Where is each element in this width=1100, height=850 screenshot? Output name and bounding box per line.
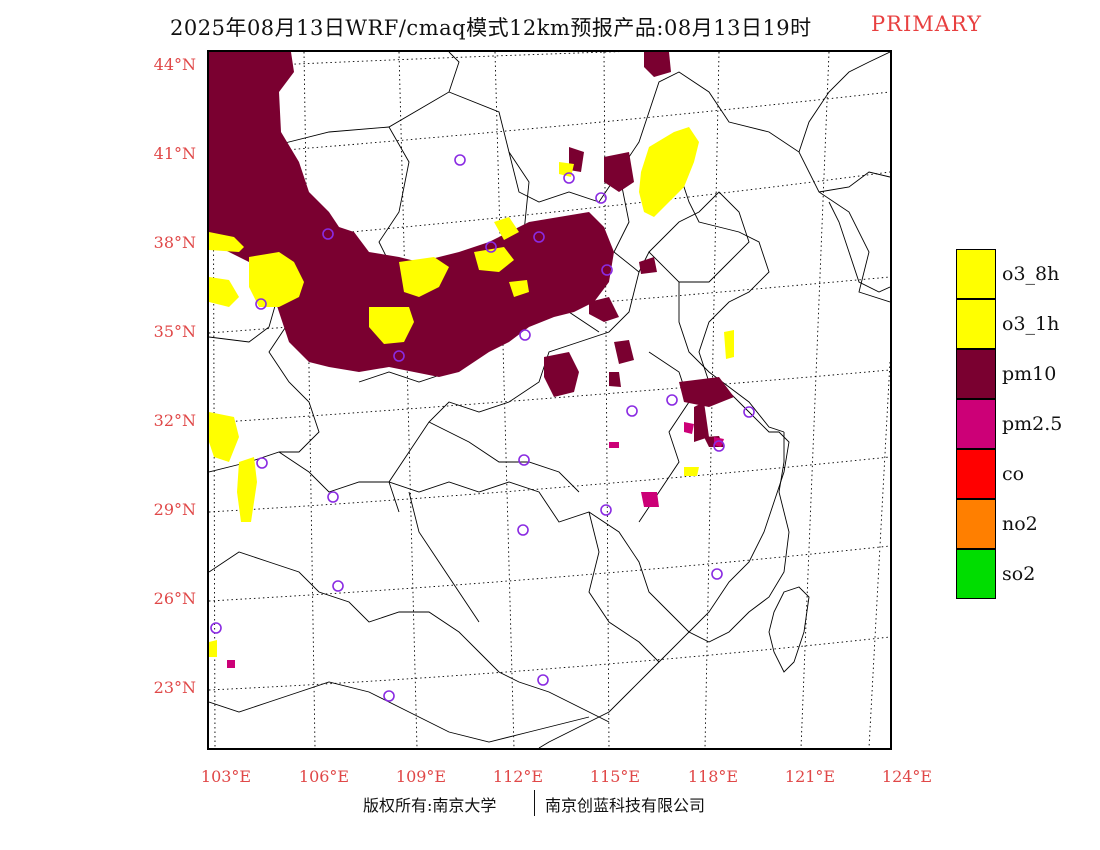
legend-label-pm25: pm2.5 bbox=[1002, 413, 1063, 435]
boundary-lines bbox=[209, 52, 890, 748]
legend-label-so2: so2 bbox=[1002, 563, 1036, 585]
legend-item-co: co bbox=[956, 449, 1086, 499]
station-markers bbox=[210, 154, 755, 702]
legend-label-pm10: pm10 bbox=[1002, 363, 1057, 385]
legend-item-pm25: pm2.5 bbox=[956, 399, 1086, 449]
lat-label-35: 35°N bbox=[153, 322, 196, 341]
legend-swatch-pm10 bbox=[956, 349, 996, 399]
pm10-areas bbox=[209, 52, 734, 447]
lat-label-38: 38°N bbox=[153, 233, 196, 252]
lat-label-29: 29°N bbox=[153, 500, 196, 519]
lon-label-124: 124°E bbox=[881, 767, 933, 786]
lon-label-106: 106°E bbox=[298, 767, 350, 786]
page-title: 2025年08月13日WRF/cmaq模式12km预报产品:08月13日19时 bbox=[170, 16, 812, 40]
lat-label-26: 26°N bbox=[153, 589, 196, 608]
graticule bbox=[209, 52, 890, 748]
copyright-company: 南京创蓝科技有限公司 bbox=[545, 796, 706, 815]
lon-label-103: 103°E bbox=[200, 767, 252, 786]
legend-swatch-so2 bbox=[956, 549, 996, 599]
lon-label-115: 115°E bbox=[589, 767, 641, 786]
legend-label-co: co bbox=[1002, 463, 1025, 485]
lon-label-109: 109°E bbox=[395, 767, 447, 786]
lat-label-32: 32°N bbox=[153, 411, 196, 430]
copyright-footer: 版权所有:南京大学 南京创蓝科技有限公司 bbox=[0, 790, 1100, 820]
legend-label-o3-8h: o3_8h bbox=[1002, 263, 1060, 285]
legend-swatch-o3-8h bbox=[956, 249, 996, 299]
legend-swatch-co bbox=[956, 449, 996, 499]
o3-areas bbox=[209, 127, 734, 657]
title-bar: 2025年08月13日WRF/cmaq模式12km预报产品:08月13日19时 … bbox=[0, 10, 1100, 44]
lon-label-118: 118°E bbox=[687, 767, 739, 786]
primary-tag: PRIMARY bbox=[871, 12, 982, 36]
legend-label-no2: no2 bbox=[1002, 513, 1038, 535]
copyright-owner: 版权所有:南京大学 bbox=[363, 796, 497, 815]
lon-label-112: 112°E bbox=[492, 767, 544, 786]
legend-item-o3-1h: o3_1h bbox=[956, 299, 1086, 349]
map-canvas bbox=[209, 52, 890, 748]
lat-label-41: 41°N bbox=[153, 144, 196, 163]
footer-divider bbox=[534, 790, 535, 816]
pollutant-legend: o3_8h o3_1h pm10 pm2.5 co no2 so2 bbox=[956, 249, 1086, 599]
pm25-areas bbox=[227, 422, 724, 668]
legend-label-o3-1h: o3_1h bbox=[1002, 313, 1060, 335]
legend-swatch-o3-1h bbox=[956, 299, 996, 349]
legend-swatch-no2 bbox=[956, 499, 996, 549]
legend-item-o3-8h: o3_8h bbox=[956, 249, 1086, 299]
lat-label-23: 23°N bbox=[153, 678, 196, 697]
legend-item-no2: no2 bbox=[956, 499, 1086, 549]
forecast-map[interactable] bbox=[207, 50, 892, 750]
legend-item-pm10: pm10 bbox=[956, 349, 1086, 399]
legend-swatch-pm25 bbox=[956, 399, 996, 449]
lon-label-121: 121°E bbox=[784, 767, 836, 786]
lat-label-44: 44°N bbox=[153, 55, 196, 74]
legend-item-so2: so2 bbox=[956, 549, 1086, 599]
